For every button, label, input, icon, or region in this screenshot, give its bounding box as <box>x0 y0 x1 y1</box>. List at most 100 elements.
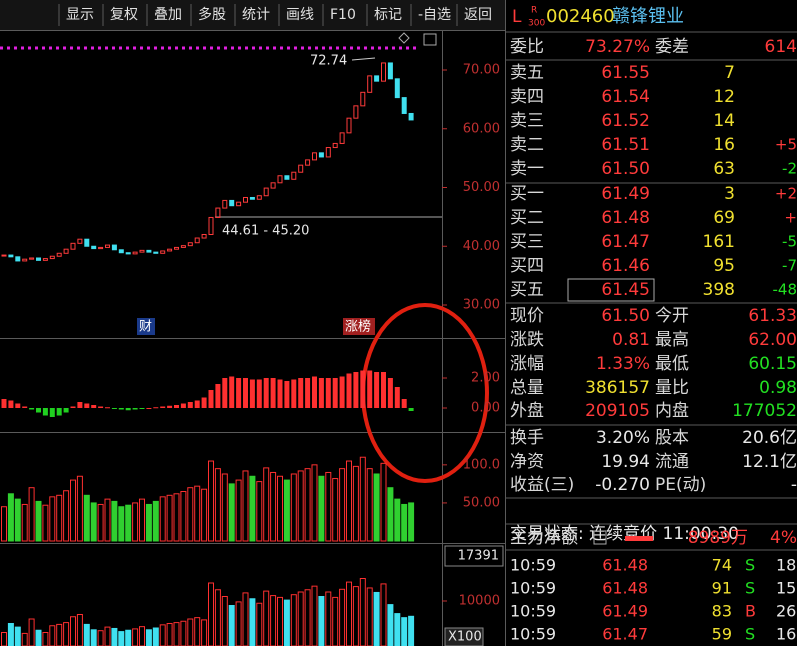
book-volume: 3 <box>724 184 735 204</box>
volume-bar <box>297 470 304 542</box>
amount-bar <box>201 619 208 646</box>
volume-bar <box>104 498 111 542</box>
volume-bar <box>152 500 159 542</box>
book-price: 61.47 <box>601 232 650 252</box>
finance-tag: 财 <box>139 320 152 335</box>
macd-bar <box>387 378 393 408</box>
amount-bar <box>387 604 394 646</box>
y-tick-label: 70.00 <box>463 63 500 78</box>
macd-bar <box>236 378 242 408</box>
y-tick-label: 10000 <box>459 594 500 609</box>
trade-volume: 74 <box>712 556 732 575</box>
macd-bar <box>174 405 179 408</box>
macd-bar <box>29 408 35 410</box>
book-label: 卖二 <box>510 135 544 155</box>
quote-value: - <box>791 475 797 495</box>
main-net-icon <box>593 530 607 545</box>
volume-bar <box>256 481 263 542</box>
quote-label: 换手 <box>510 428 544 448</box>
macd-bar <box>243 378 248 408</box>
quote-value: 12.1亿 <box>742 452 797 472</box>
volume-bar <box>70 479 76 542</box>
volume-bar <box>318 475 325 542</box>
toolbar-button[interactable]: 画线 <box>286 7 314 23</box>
macd-bar <box>353 372 359 408</box>
macd-bar <box>305 378 311 408</box>
quote-label: 量比 <box>655 378 689 398</box>
book-volume: 69 <box>713 208 735 228</box>
volume-bar <box>408 502 415 542</box>
volume-bar <box>14 498 21 542</box>
trade-time: 10:59 <box>510 625 556 644</box>
macd-bar <box>139 408 145 409</box>
diamond-icon[interactable] <box>398 32 410 44</box>
candle <box>49 255 55 260</box>
amount-bar <box>83 623 90 646</box>
trade-price: 61.49 <box>602 602 648 621</box>
volume-bar <box>394 498 401 542</box>
candle <box>91 245 97 250</box>
window-icon[interactable] <box>423 33 437 46</box>
toolbar-button[interactable]: 返回 <box>464 7 492 23</box>
macd-bar <box>153 407 159 409</box>
price-box <box>567 278 655 302</box>
amount-bar <box>304 589 311 646</box>
quote-label: 今开 <box>655 306 689 326</box>
quote-value: 61.33 <box>748 306 797 326</box>
amount-bar <box>97 630 104 646</box>
candle <box>160 250 166 254</box>
y-tick-label: 50.00 <box>463 495 500 510</box>
amount-bar <box>401 617 408 646</box>
toolbar-button[interactable]: F10 <box>330 7 356 23</box>
amount-bar <box>70 616 76 646</box>
toolbar-button[interactable]: 多股 <box>198 6 226 23</box>
amount-top-label: 17391 <box>458 549 499 564</box>
candle <box>22 258 28 262</box>
macd-bar <box>56 408 62 416</box>
toolbar-button[interactable]: 统计 <box>242 7 270 23</box>
volume-bar <box>76 475 83 542</box>
book-price: 61.55 <box>601 63 650 83</box>
macd-bar <box>367 370 373 408</box>
volume-bar <box>263 467 270 542</box>
volume-bar <box>208 460 214 542</box>
macd-bar <box>105 407 110 409</box>
candle <box>201 234 207 239</box>
trade-price: 61.48 <box>602 556 648 575</box>
book-label: 买三 <box>510 232 544 252</box>
volume-bar <box>42 504 49 542</box>
amount-bar <box>1 632 7 646</box>
book-volume: 16 <box>713 135 735 155</box>
toolbar-button[interactable]: 复权 <box>110 6 138 23</box>
toolbar-button[interactable]: 叠加 <box>154 7 182 23</box>
candle <box>249 196 255 200</box>
macd-bar <box>360 370 366 408</box>
candle <box>167 248 173 252</box>
candle <box>353 105 359 119</box>
toolbar-button[interactable]: 标记 <box>374 7 402 23</box>
book-price: 61.48 <box>601 208 650 228</box>
macd-bar <box>187 402 193 408</box>
candle <box>146 249 152 253</box>
volume-bar <box>270 471 277 542</box>
volume-bar <box>118 506 125 542</box>
candle <box>15 256 21 262</box>
main-net-bar <box>625 536 653 541</box>
toolbar-button[interactable]: 显示 <box>66 7 94 23</box>
macd-bar <box>70 406 76 408</box>
book-change: + <box>784 209 797 227</box>
book-change: -2 <box>782 160 797 178</box>
toolbar <box>0 0 505 30</box>
candle <box>105 244 110 248</box>
macd-bar <box>160 406 166 408</box>
volume-bar <box>228 483 235 542</box>
candle <box>215 207 221 218</box>
candle <box>56 252 62 257</box>
book-price: 61.45 <box>601 280 650 300</box>
candle <box>84 238 90 247</box>
candle <box>8 254 14 258</box>
amount-bar <box>332 596 339 646</box>
candle <box>284 175 290 180</box>
toolbar-button[interactable]: -自选 <box>418 7 451 23</box>
